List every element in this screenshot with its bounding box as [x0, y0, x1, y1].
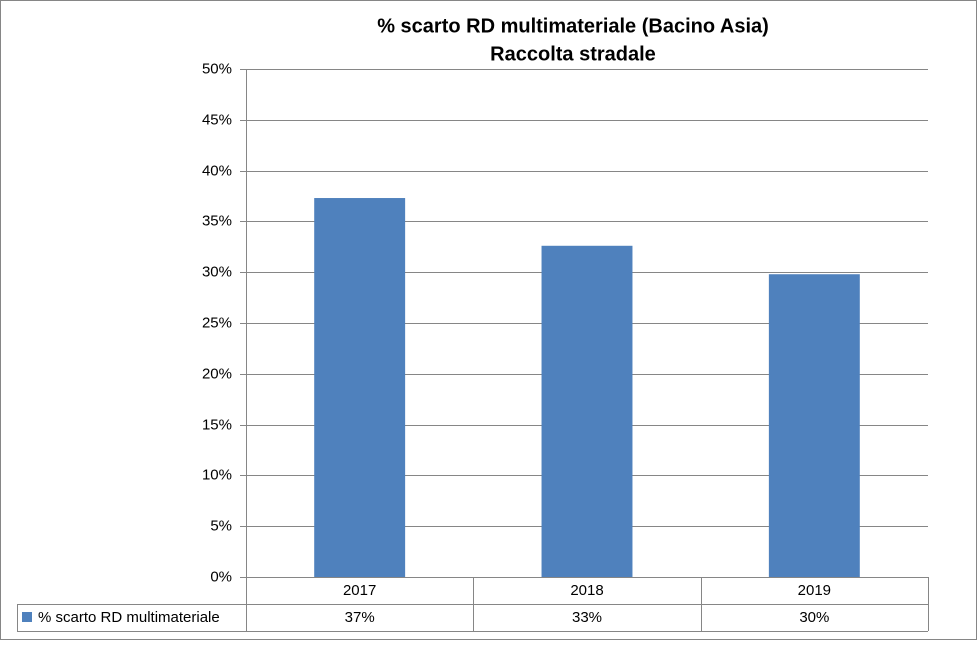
bar: [768, 274, 860, 577]
x-tick-label: 2018: [570, 582, 603, 599]
y-tick-label: 25%: [202, 314, 232, 331]
y-tick-label: 35%: [202, 212, 232, 229]
data-table-value: 37%: [345, 609, 375, 626]
y-tick-label: 15%: [202, 416, 232, 433]
y-tick-label: 50%: [202, 60, 232, 77]
x-tick-label: 2017: [343, 582, 376, 599]
bar: [314, 198, 406, 578]
y-tick-label: 5%: [210, 517, 232, 534]
legend-key: [22, 612, 32, 622]
y-tick-label: 40%: [202, 162, 232, 179]
chart-subtitle: Raccolta stradale: [490, 43, 656, 65]
data-table-value: 30%: [799, 609, 829, 626]
y-tick-label: 0%: [210, 568, 232, 585]
y-tick-label: 30%: [202, 263, 232, 280]
legend-label: % scarto RD multimateriale: [38, 609, 220, 626]
x-tick-label: 2019: [798, 582, 831, 599]
data-table-value: 33%: [572, 609, 602, 626]
bar: [541, 245, 633, 577]
chart-title: % scarto RD multimateriale (Bacino Asia): [377, 15, 769, 37]
y-tick-label: 10%: [202, 466, 232, 483]
y-tick-label: 45%: [202, 111, 232, 128]
y-tick-label: 20%: [202, 365, 232, 382]
